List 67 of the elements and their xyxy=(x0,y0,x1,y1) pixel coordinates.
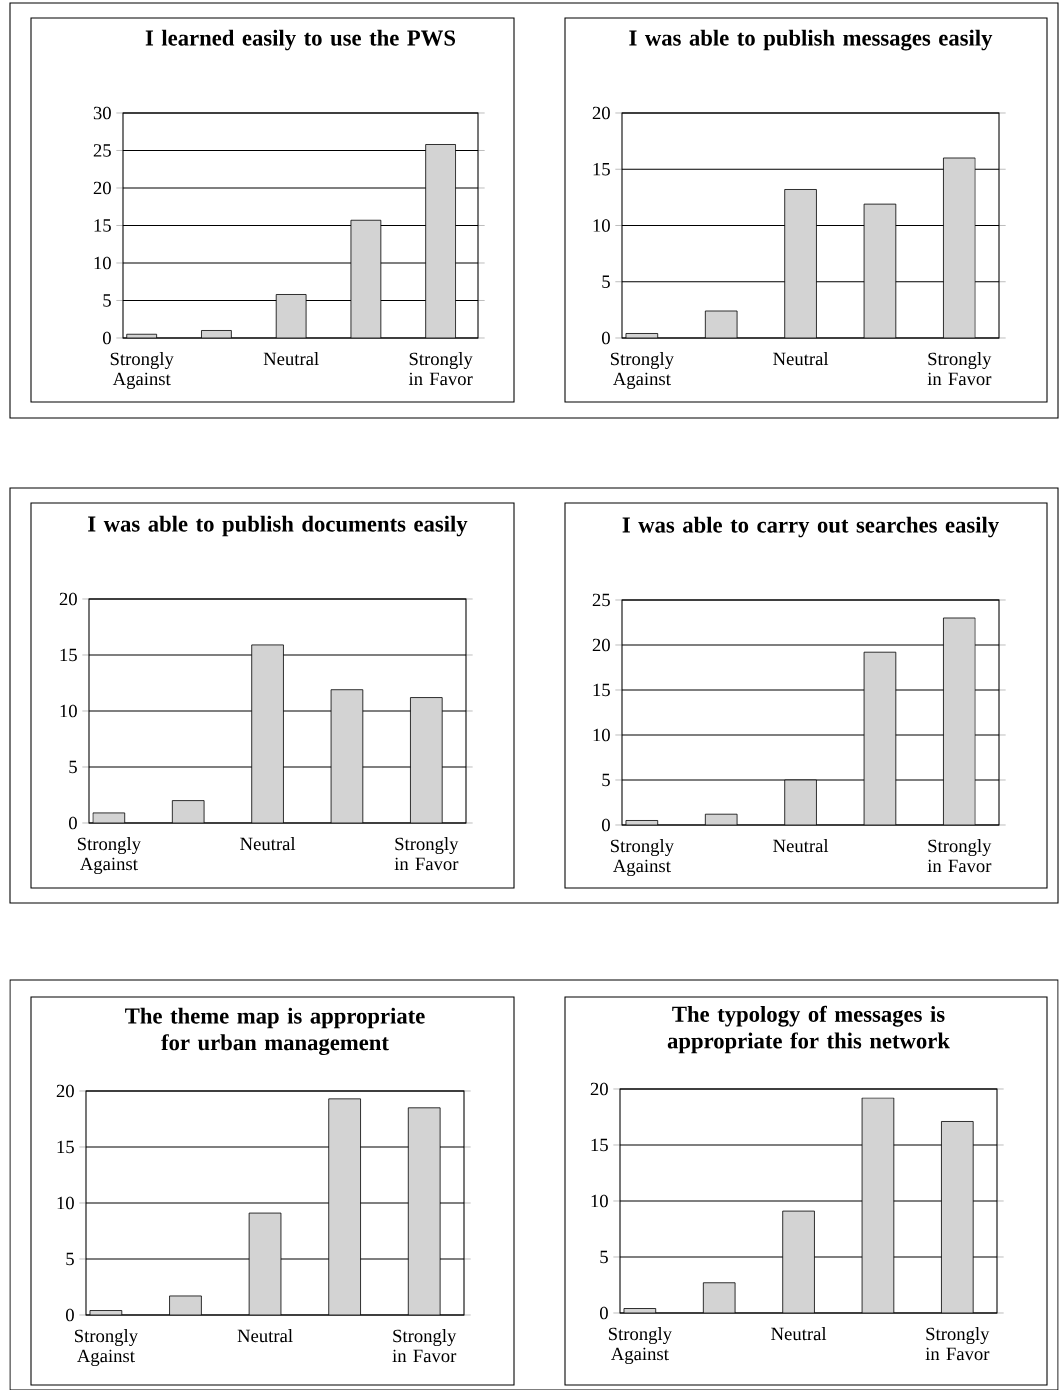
y-tick-label: 5 xyxy=(69,760,77,774)
y-tick-label: 15 xyxy=(94,219,111,232)
x-tick-label: Strongly Against xyxy=(75,1329,138,1367)
y-tick-label: 10 xyxy=(593,728,610,742)
y-tick-label: 30 xyxy=(93,106,111,120)
x-tick-label: Strongly in Favor xyxy=(394,837,459,871)
x-tick-label: Strongly Against xyxy=(610,839,674,877)
bar xyxy=(248,1212,282,1315)
y-tick-label: 10 xyxy=(57,1196,74,1210)
x-tick-label: Neutral xyxy=(773,352,829,366)
x-tick-label: Neutral xyxy=(773,839,829,853)
bar xyxy=(407,1107,441,1315)
x-tick-label: Strongly Against xyxy=(77,837,141,875)
chart-title: I was able to carry out searches easily xyxy=(622,516,999,538)
y-tick-label: 15 xyxy=(591,1138,608,1152)
y-tick-label: 20 xyxy=(590,1082,608,1096)
bar xyxy=(784,189,817,338)
y-tick-label: 0 xyxy=(600,1306,608,1320)
bar xyxy=(702,1282,736,1313)
x-tick-label: Neutral xyxy=(771,1327,827,1341)
x-tick-label: Strongly in Favor xyxy=(392,1329,457,1363)
y-tick-label: 20 xyxy=(93,181,111,195)
x-tick-label: Strongly in Favor xyxy=(408,352,473,386)
x-tick-label: Strongly Against xyxy=(608,1327,672,1365)
y-tick-label: 25 xyxy=(93,144,111,157)
y-tick-label: 10 xyxy=(60,704,77,718)
y-tick-label: 15 xyxy=(593,162,610,176)
y-tick-label: 10 xyxy=(593,219,610,232)
chart-title: I learned easily to use the PWS xyxy=(145,29,456,51)
y-tick-label: 0 xyxy=(103,331,111,345)
y-tick-label: 20 xyxy=(59,592,77,606)
x-tick-label: Neutral xyxy=(237,1329,293,1343)
x-tick-label: Strongly in Favor xyxy=(925,1327,990,1361)
chart-title: The theme map is appropriate for urban management xyxy=(125,1007,425,1056)
bar xyxy=(782,1210,815,1313)
y-tick-label: 0 xyxy=(602,331,610,345)
x-tick-label: Strongly in Favor xyxy=(927,352,992,386)
x-tick-label: Strongly Against xyxy=(610,352,674,390)
y-tick-label: 15 xyxy=(593,683,610,697)
y-tick-label: 20 xyxy=(56,1084,74,1098)
y-tick-label: 15 xyxy=(57,1140,74,1154)
y-tick-label: 20 xyxy=(592,106,610,120)
y-tick-label: 20 xyxy=(592,638,610,652)
bar xyxy=(943,157,976,338)
y-tick-label: 5 xyxy=(103,294,111,307)
bar xyxy=(941,1121,974,1313)
chart-title: I was able to publish messages easily xyxy=(629,29,993,51)
y-tick-label: 10 xyxy=(94,256,111,270)
y-tick-label: 5 xyxy=(602,275,610,288)
y-tick-label: 5 xyxy=(66,1252,74,1266)
y-tick-label: 5 xyxy=(602,773,610,787)
bar xyxy=(861,1097,895,1313)
y-tick-label: 0 xyxy=(602,818,610,832)
y-tick-label: 25 xyxy=(592,593,610,607)
y-tick-label: 0 xyxy=(69,816,77,830)
bar xyxy=(863,203,897,338)
x-tick-label: Strongly Against xyxy=(110,352,174,390)
x-tick-label: Strongly in Favor xyxy=(927,839,992,873)
x-tick-label: Neutral xyxy=(263,352,319,366)
x-tick-label: Neutral xyxy=(240,837,296,851)
chart-title: I was able to publish documents easily xyxy=(88,515,468,537)
bar xyxy=(328,1098,361,1315)
y-tick-label: 0 xyxy=(66,1308,74,1322)
y-tick-label: 5 xyxy=(600,1250,608,1264)
chart-title: The typology of messages is appropriate for this network xyxy=(667,1005,950,1054)
y-tick-label: 15 xyxy=(60,648,77,662)
y-tick-label: 10 xyxy=(591,1194,608,1208)
